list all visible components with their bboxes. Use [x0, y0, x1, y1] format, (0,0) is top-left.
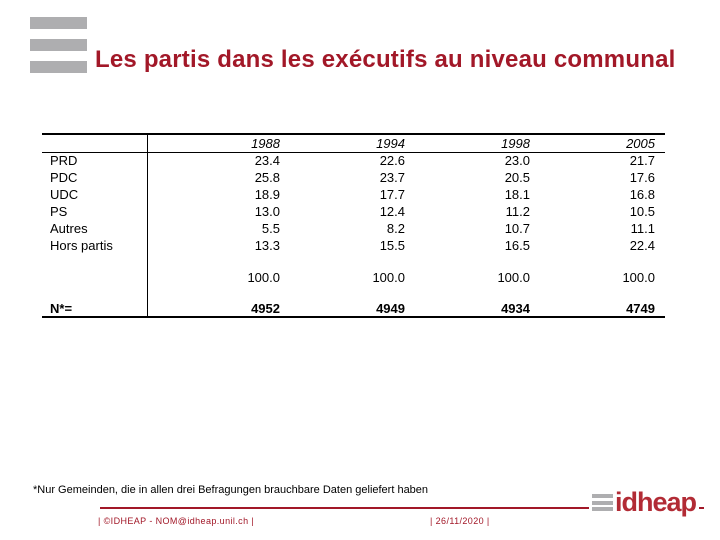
gray-bar	[30, 61, 87, 73]
n-value: 4952	[251, 301, 280, 316]
cell-value: 11.2	[505, 204, 530, 219]
row-label: UDC	[42, 186, 148, 203]
logo-bars-icon	[592, 494, 613, 511]
cell-value: 10.7	[504, 221, 530, 236]
spacer-row	[42, 254, 665, 269]
cell-value: 22.4	[629, 238, 655, 253]
cell-value: 17.7	[379, 187, 405, 202]
table-row: Hors partis 13.3 15.5 16.5 22.4	[42, 237, 665, 254]
cell-value: 13.3	[254, 238, 280, 253]
table-row: UDC 18.9 17.7 18.1 16.8	[42, 186, 665, 203]
footnote-text: *Nur Gemeinden, die in allen drei Befrag…	[33, 484, 429, 496]
n-value: 4934	[501, 301, 530, 316]
cell-value: 8.2	[386, 221, 405, 236]
total-value: 100.0	[622, 270, 655, 285]
party-table-container: 1988 1994 1998 2005 PRD 23.4 22.6 23.0 2…	[42, 133, 665, 318]
idheap-logo: idheap	[589, 487, 700, 517]
row-label: PRD	[42, 152, 148, 169]
footer-copyright: | ©IDHEAP - NOM@idheap.unil.ch |	[98, 516, 255, 526]
row-label	[42, 269, 148, 286]
cell-value: 5.5	[261, 221, 280, 236]
row-label: PDC	[42, 169, 148, 186]
corner-cell	[42, 134, 148, 153]
spacer-row	[42, 286, 665, 301]
cell-value: 17.6	[629, 170, 655, 185]
table-row: Autres 5.5 8.2 10.7 11.1	[42, 220, 665, 237]
n-label: N*=	[42, 301, 148, 317]
gray-bar	[30, 17, 87, 29]
total-value: 100.0	[497, 270, 530, 285]
cell-value: 10.5	[629, 204, 655, 219]
year-header: 2005	[540, 134, 665, 153]
cell-value: 25.8	[254, 170, 280, 185]
header-decoration-bars	[30, 17, 87, 73]
cell-value: 23.7	[379, 170, 405, 185]
slide-title: Les partis dans les exécutifs au niveau …	[95, 46, 676, 73]
cell-value: 21.7	[629, 153, 655, 169]
logo-wordmark: idheap	[615, 487, 697, 517]
gray-bar	[30, 39, 87, 51]
table-header-row: 1988 1994 1998 2005	[42, 134, 665, 153]
n-value: 4949	[376, 301, 405, 316]
year-header: 1998	[415, 134, 540, 153]
cell-value: 18.1	[504, 187, 530, 202]
footer-date: | 26/11/2020 |	[430, 516, 490, 526]
year-header: 1988	[147, 134, 290, 153]
cell-value: 16.8	[629, 187, 655, 202]
cell-value: 23.0	[504, 153, 530, 169]
n-value: 4749	[626, 301, 655, 316]
total-value: 100.0	[372, 270, 405, 285]
cell-value: 23.4	[254, 153, 280, 169]
row-label: Hors partis	[42, 237, 148, 254]
cell-value: 16.5	[504, 238, 530, 253]
cell-value: 13.0	[254, 204, 280, 219]
row-label: PS	[42, 203, 148, 220]
row-label: Autres	[42, 220, 148, 237]
table-row: PDC 25.8 23.7 20.5 17.6	[42, 169, 665, 186]
footer-divider-line	[100, 507, 704, 509]
table-row: PS 13.0 12.4 11.2 10.5	[42, 203, 665, 220]
party-executive-table: 1988 1994 1998 2005 PRD 23.4 22.6 23.0 2…	[42, 133, 665, 318]
total-row: 100.0 100.0 100.0 100.0	[42, 269, 665, 286]
cell-value: 12.4	[379, 204, 405, 219]
year-header: 1994	[290, 134, 415, 153]
cell-value: 18.9	[254, 187, 280, 202]
cell-value: 15.5	[379, 238, 405, 253]
cell-value: 20.5	[504, 170, 530, 185]
total-value: 100.0	[247, 270, 280, 285]
n-row: N*= 4952 4949 4934 4749	[42, 301, 665, 317]
table-row: PRD 23.4 22.6 23.0 21.7	[42, 152, 665, 169]
cell-value: 22.6	[379, 153, 405, 169]
cell-value: 11.1	[630, 221, 655, 236]
